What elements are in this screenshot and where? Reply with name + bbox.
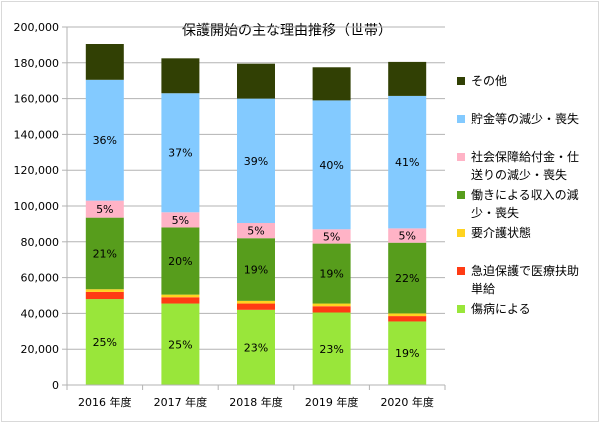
data-label: 37% <box>168 147 192 160</box>
bar-segment <box>161 212 200 228</box>
bar-segment <box>161 58 200 94</box>
data-label: 36% <box>93 134 117 147</box>
bar-segment <box>388 228 427 243</box>
x-tick-label: 2018 年度 <box>229 395 283 409</box>
data-label: 5% <box>323 230 340 243</box>
bar-segment <box>237 238 275 301</box>
bars: 25% 21% 5% 36% 25% 20% 5% 37% 23% 19% 5% 39% 23% 19% 5… <box>85 44 427 385</box>
x-tick-label: 2019 年度 <box>305 395 359 409</box>
legend-label: 急迫保護で医療扶助 <box>471 263 579 278</box>
bar-segment <box>312 243 351 304</box>
legend-label: 少・喪失 <box>471 205 519 220</box>
y-tick-label: 200,000 <box>14 21 60 34</box>
bar-segment <box>161 297 200 304</box>
y-tick-label: 60,000 <box>21 272 60 285</box>
data-label: 19% <box>319 268 343 281</box>
y-tick-label: 180,000 <box>14 57 60 70</box>
bar-segment <box>85 299 124 385</box>
legend-swatch <box>457 77 465 85</box>
bar-segment <box>388 242 427 314</box>
bar-segment <box>237 303 275 310</box>
bar-segment <box>237 98 275 224</box>
legend-swatch <box>457 115 465 123</box>
data-label: 39% <box>244 155 268 168</box>
data-label: 19% <box>244 264 268 277</box>
data-label: 5% <box>96 203 113 216</box>
data-label: 21% <box>93 247 117 260</box>
bar-segment <box>85 217 124 290</box>
bar-segment <box>161 227 200 295</box>
data-label: 5% <box>172 214 189 227</box>
bar-segment <box>312 67 351 101</box>
y-tick-label: 160,000 <box>14 93 60 106</box>
bar-segment <box>237 223 275 239</box>
chart-title: 保護開始の主な理由推移（世帯） <box>182 23 392 39</box>
data-label: 23% <box>319 343 343 356</box>
bar-segment <box>85 200 124 218</box>
legend-swatch <box>457 267 465 275</box>
bar-segment <box>312 312 351 385</box>
data-label: 25% <box>93 336 117 349</box>
legend-swatch <box>457 153 465 161</box>
legend-swatch <box>457 229 465 237</box>
bar-segment <box>161 294 200 298</box>
bar-segment <box>237 300 275 304</box>
y-tick-label: 100,000 <box>14 200 60 213</box>
bar-segment <box>85 79 124 201</box>
data-label: 5% <box>247 225 264 238</box>
data-label: 22% <box>395 272 419 285</box>
data-label: 40% <box>319 159 343 172</box>
x-tick-label: 2016 年度 <box>78 395 132 409</box>
data-label: 25% <box>168 338 192 351</box>
y-tick-label: 140,000 <box>14 128 60 141</box>
y-axis: 0 20,000 40,000 60,000 80,000 100,000 120,000 1… <box>14 21 68 392</box>
bar-segment <box>388 313 427 317</box>
bar-segment <box>161 93 200 213</box>
bar-segment <box>312 100 351 230</box>
bar-segment <box>85 289 124 292</box>
bar-segment <box>85 291 124 300</box>
bar-segment <box>237 63 275 99</box>
bar-segment <box>388 95 427 229</box>
legend-label: 要介護状態 <box>471 225 531 240</box>
legend-swatch <box>457 305 465 313</box>
y-tick-label: 20,000 <box>21 343 60 356</box>
y-tick-label: 0 <box>52 379 59 392</box>
legend-label: 働きによる収入の減 <box>471 187 579 202</box>
data-label: 23% <box>244 341 268 354</box>
bar-segment <box>312 229 351 244</box>
data-label: 5% <box>398 230 415 243</box>
legend-label: 送りの減少・喪失 <box>471 167 567 182</box>
x-axis: 2016 年度 2017 年度 2018 年度 2019 年度 2020 年度 <box>66 384 446 409</box>
data-label: 41% <box>395 156 419 169</box>
data-label: 20% <box>168 255 192 268</box>
x-tick-label: 2020 年度 <box>380 395 434 409</box>
bar-segment <box>237 309 275 385</box>
y-tick-label: 80,000 <box>21 236 60 249</box>
x-tick-label: 2017 年度 <box>154 395 208 409</box>
bar-segment <box>388 61 427 96</box>
bar-segment <box>312 303 351 307</box>
y-tick-label: 120,000 <box>14 164 60 177</box>
legend: その他貯金等の減少・喪失社会保障給付金・仕送りの減少・喪失働きによる収入の減少・… <box>457 74 579 316</box>
legend-label: 社会保障給付金・仕 <box>471 149 579 164</box>
bar-segment <box>312 306 351 313</box>
data-label: 19% <box>395 347 419 360</box>
legend-swatch <box>457 191 465 199</box>
bar-segment <box>388 321 427 385</box>
bar-segment <box>85 44 124 80</box>
bar-segment <box>388 316 427 322</box>
y-tick-label: 40,000 <box>21 307 60 320</box>
bar-segment <box>161 303 200 385</box>
legend-label: 貯金等の減少・喪失 <box>471 111 579 126</box>
legend-label: 傷病による <box>471 301 531 316</box>
legend-label: 単給 <box>471 282 495 296</box>
legend-label: その他 <box>471 74 507 88</box>
